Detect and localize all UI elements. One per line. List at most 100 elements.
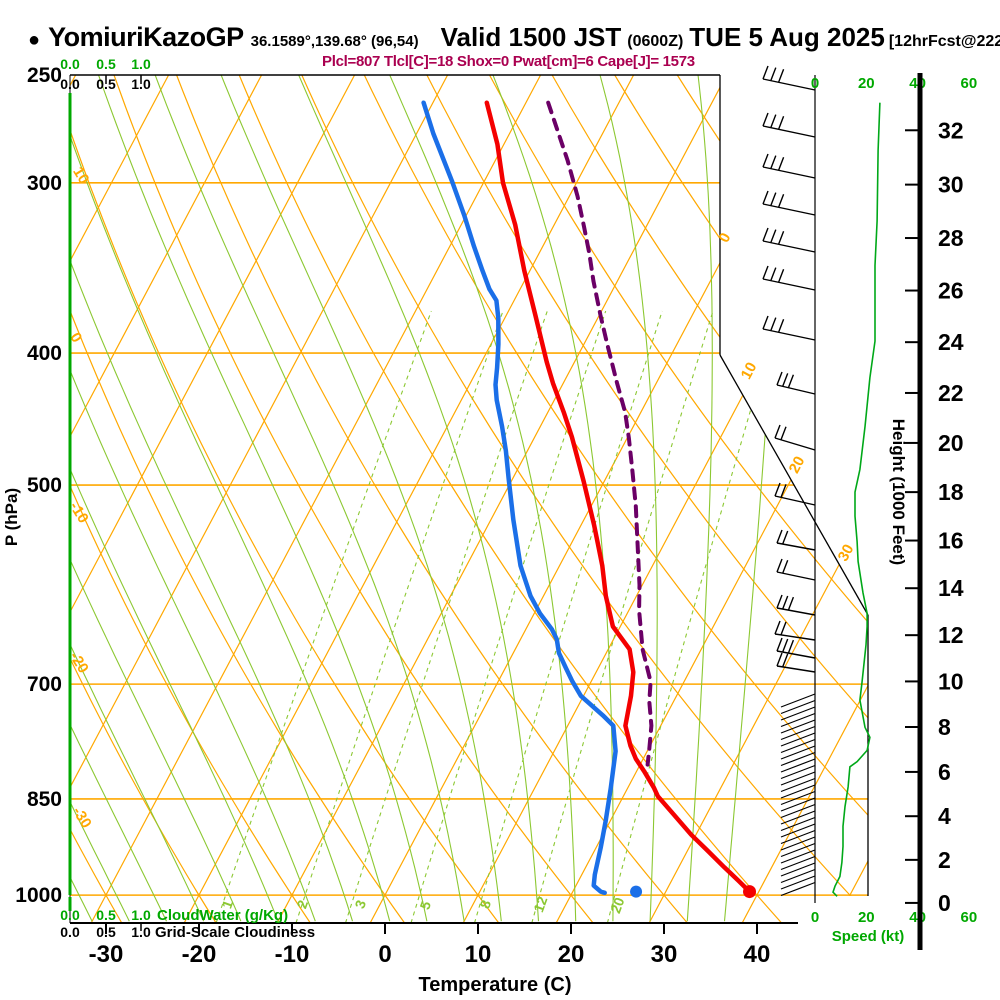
moist-adiabat-line	[295, 75, 540, 922]
pressure-axis-title: P (hPa)	[2, 488, 21, 546]
curves-layer	[421, 100, 752, 896]
wind-barb	[776, 652, 816, 673]
wind-barb-feather	[776, 594, 783, 609]
valid-time: Valid 1500 JST	[440, 22, 622, 52]
wind-barb-feather	[774, 482, 781, 497]
height-tick-label: 4	[938, 803, 951, 829]
dry-adiabat-line	[176, 75, 688, 923]
wind-hatch-line	[780, 849, 816, 864]
right-border-diagonal	[719, 354, 869, 616]
wind-barb-feather	[780, 621, 787, 636]
valid-date: TUE 5 Aug 2025	[689, 22, 885, 52]
surface-temp-dot	[743, 885, 757, 899]
wind-barb	[762, 190, 816, 216]
pressure-tick-label: 850	[27, 788, 62, 811]
dry-adiabat-line	[488, 75, 868, 923]
wind-hatch-line	[780, 764, 816, 780]
wind-layer: 00202040406060Speed (kt)	[762, 65, 977, 945]
pressure-tick-label: 700	[27, 673, 62, 696]
height-tick-label: 0	[938, 890, 951, 916]
wind-barb-staff	[762, 125, 816, 138]
height-tick-label: 12	[938, 622, 964, 648]
wind-barb-feather	[787, 596, 795, 611]
wind-hatch-line	[780, 745, 816, 760]
mixing-ratio-line	[295, 310, 504, 923]
dry-adiabat-line	[551, 75, 868, 923]
wind-hatch-line	[780, 751, 816, 767]
wind-barb-staff	[762, 328, 816, 341]
wind-hatch-line	[780, 881, 816, 897]
wind-barb-feather	[787, 374, 795, 388]
moist-adiabat-line	[218, 75, 502, 922]
cloudiness-label: Grid-Scale Cloudiness	[155, 924, 315, 941]
height-tick-label: 2	[938, 847, 951, 873]
moist-adiabat-line	[597, 75, 658, 922]
wind-barb-feather	[774, 620, 781, 635]
wind-barb-feather	[770, 317, 777, 331]
wind-barb-staff	[762, 240, 816, 253]
wind-hatch-line	[780, 693, 816, 708]
wind-hatch-line	[780, 732, 816, 747]
wind-barb-staff	[762, 78, 816, 91]
valid-zulu: (0600Z)	[627, 33, 684, 50]
wind-barb	[762, 65, 816, 91]
grid-layer	[70, 75, 868, 923]
temp-tick-label: 30	[651, 941, 678, 968]
isotherm-line	[555, 75, 868, 923]
wind-barb-feather	[770, 229, 777, 243]
pressure-tick-label: 500	[27, 474, 62, 497]
wind-barb-feather	[782, 653, 789, 668]
moist-adiabat-line	[70, 75, 391, 922]
wind-barb	[774, 620, 816, 641]
mixing-ratio-line	[606, 310, 781, 923]
cloudwater-scale-bottom: 0.0	[60, 907, 80, 923]
isotherm-line	[369, 75, 821, 923]
wind-barb	[776, 529, 816, 551]
dry-adiabat-label: 10	[69, 164, 92, 187]
cloudwater-scale-bottom: 1.0	[131, 907, 151, 923]
wind-hatch-line	[780, 777, 816, 793]
dry-adiabat-line	[614, 75, 868, 923]
wind-barb-feather	[770, 267, 777, 281]
isotherm-line	[90, 75, 542, 923]
isotherm-line	[462, 75, 868, 923]
temp-tick-label: -10	[275, 941, 310, 968]
temperature-curve	[484, 100, 752, 894]
height-tick-label: 20	[938, 430, 964, 456]
wind-hatch-line	[780, 862, 816, 877]
wind-hatch-line	[780, 842, 816, 858]
dry-adiabat-line	[113, 75, 594, 923]
moist-adiabat-line	[70, 75, 205, 922]
dewpoint-curve	[421, 100, 618, 896]
mixing-ratio-label: 20	[607, 895, 627, 915]
isotherm-line	[70, 75, 170, 923]
height-tick-label: 14	[938, 575, 964, 601]
dry-adiabat-line	[70, 75, 406, 923]
wind-barb-feather	[777, 69, 785, 83]
wind-hatch-line	[780, 816, 816, 832]
wind-barb-feather	[762, 265, 769, 280]
station-name: YomiuriKazoGP	[48, 22, 244, 52]
pressure-tick-label: 250	[27, 64, 62, 87]
mixing-ratio-line	[344, 310, 548, 923]
wind-barb-feather	[762, 153, 769, 168]
height-tick-label: 16	[938, 528, 964, 554]
wind-barb-feather	[770, 192, 777, 206]
wind-hatch-line	[780, 790, 816, 806]
wind-barb	[776, 637, 816, 659]
mixing-ratio-label: 2	[293, 898, 311, 911]
cloudwater-axis	[68, 103, 72, 895]
wind-hatch-line	[780, 868, 816, 884]
temp-tick-label: 10	[465, 941, 492, 968]
wind-hatch-line	[780, 738, 816, 754]
cloudwater-scale-bottom: 0.5	[96, 907, 116, 923]
wind-barb-feather	[776, 371, 783, 386]
wind-barb-feather	[774, 424, 781, 439]
wind-barb-feather	[777, 116, 785, 130]
pressure-tick-label: 300	[27, 172, 62, 195]
isotherm-line	[70, 75, 263, 923]
wind-barb	[776, 594, 816, 616]
wind-barb-feather	[777, 319, 785, 333]
mixing-ratio-line	[531, 310, 714, 923]
